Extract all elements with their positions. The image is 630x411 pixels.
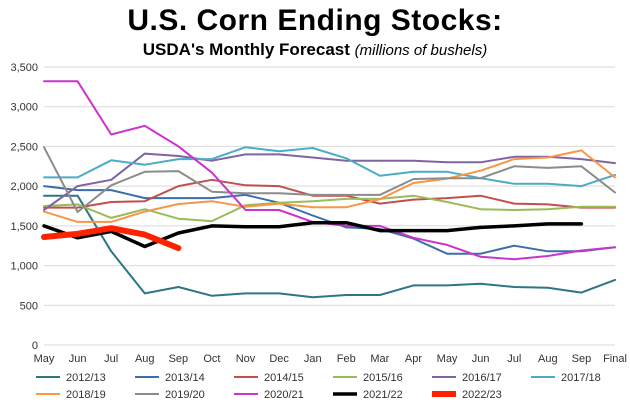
y-tick-label: 2,500 — [10, 141, 38, 153]
series-line-2017-18 — [43, 146, 616, 188]
legend-label-2020-21: 2020/21 — [264, 389, 304, 401]
series-line-2018-19 — [43, 149, 616, 223]
x-tick-label: Jul — [507, 353, 521, 365]
x-tick-label: Sep — [572, 353, 592, 365]
x-tick-label: May — [437, 353, 458, 365]
legend-label-2012-13: 2012/13 — [66, 372, 106, 384]
x-tick-label: Aug — [135, 353, 155, 365]
x-tick-label: Jul — [104, 353, 118, 365]
y-tick-label: 1,000 — [10, 261, 38, 273]
x-tick-label: Aug — [538, 353, 558, 365]
y-tick-label: 500 — [20, 300, 38, 312]
legend-label-2014-15: 2014/15 — [264, 372, 304, 384]
legend-label-2016-17: 2016/17 — [462, 372, 502, 384]
y-tick-label: 2,000 — [10, 181, 38, 193]
x-tick-label: Feb — [337, 353, 356, 365]
x-tick-label: May — [34, 353, 55, 365]
y-tick-label: 1,500 — [10, 221, 38, 233]
x-tick-label: Oct — [203, 353, 220, 365]
legend-label-2021-22: 2021/22 — [363, 389, 403, 401]
x-tick-label: Final — [603, 353, 627, 365]
series-line-2019-20 — [43, 146, 616, 213]
chart-subtitle: USDA's Monthly Forecast (millions of bus… — [0, 40, 630, 60]
x-tick-label: Jan — [304, 353, 322, 365]
legend-label-2022-23: 2022/23 — [462, 389, 502, 401]
legend-label-2018-19: 2018/19 — [66, 389, 106, 401]
x-tick-label: Nov — [236, 353, 256, 365]
legend-label-2015-16: 2015/16 — [363, 372, 403, 384]
legend-label-2013-14: 2013/14 — [165, 372, 205, 384]
x-tick-label: Jun — [472, 353, 490, 365]
chart-subtitle-main: USDA's Monthly Forecast — [142, 40, 350, 59]
y-tick-label: 3,500 — [10, 62, 38, 74]
x-tick-label: Apr — [405, 353, 422, 365]
legend-label-2019-20: 2019/20 — [165, 389, 205, 401]
y-tick-label: 3,000 — [10, 102, 38, 114]
series-line-2021-22 — [42, 220, 584, 249]
chart-unit-note: (millions of bushels) — [354, 42, 488, 59]
series-line-2012-13 — [43, 194, 616, 299]
x-tick-label: Jun — [69, 353, 87, 365]
chart-title: U.S. Corn Ending Stocks: — [127, 4, 503, 37]
legend-label-2017-18: 2017/18 — [561, 372, 601, 384]
x-tick-label: Dec — [269, 353, 289, 365]
x-tick-label: Mar — [370, 353, 389, 365]
series-line-2016-17 — [43, 152, 616, 211]
x-tick-label: Sep — [169, 353, 189, 365]
y-tick-label: 0 — [32, 340, 38, 352]
series-line-2015-16 — [43, 194, 616, 223]
series-line-2022-23 — [41, 225, 182, 252]
